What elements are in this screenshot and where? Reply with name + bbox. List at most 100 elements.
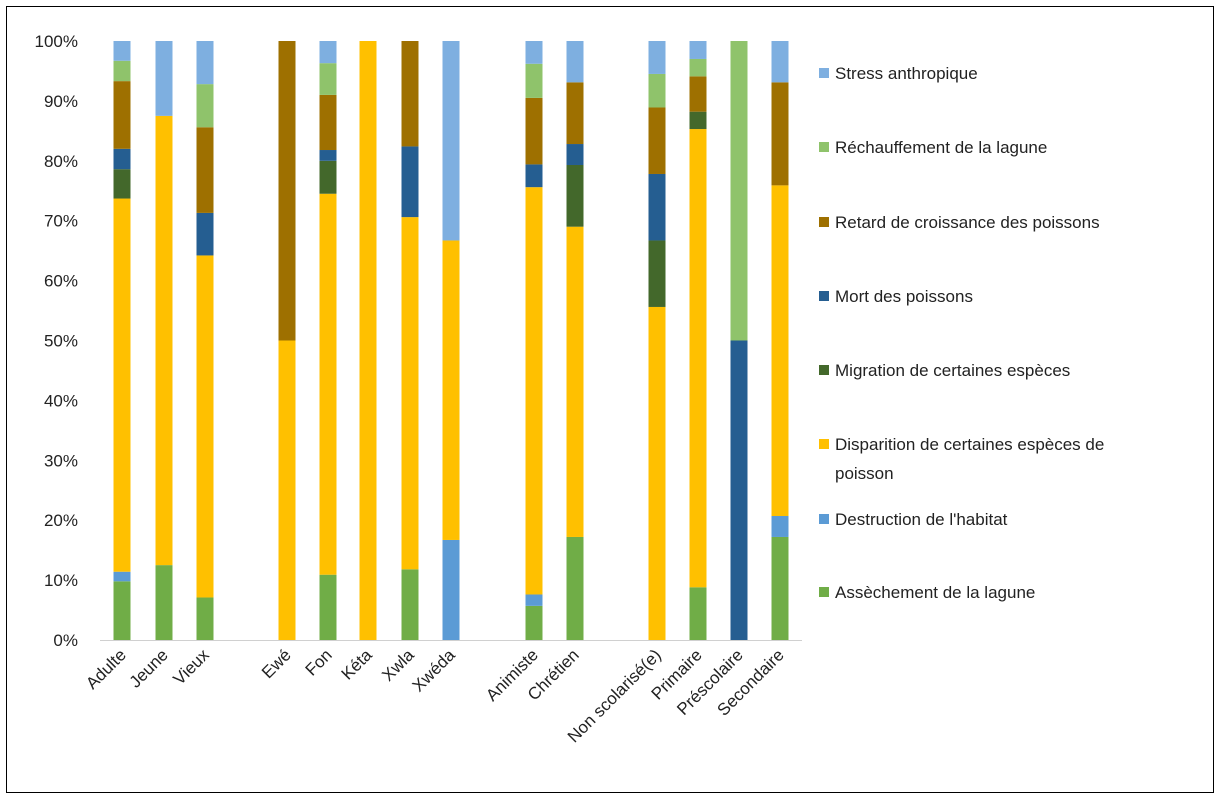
bar-segment xyxy=(401,146,419,218)
legend-swatch xyxy=(819,291,829,301)
bar-segment xyxy=(689,76,707,112)
legend-swatch xyxy=(819,514,829,524)
bar-segment xyxy=(319,574,337,640)
y-tick-label: 40% xyxy=(44,391,78,410)
bar-segment xyxy=(525,97,543,165)
bar-segment xyxy=(689,41,707,59)
y-tick-label: 30% xyxy=(44,451,78,470)
bar-segment xyxy=(319,193,337,575)
bar-segment xyxy=(113,581,131,640)
bar-segment xyxy=(566,164,584,227)
y-tick-label: 0% xyxy=(53,631,78,650)
legend-label: Retard de croissance des poissons xyxy=(835,213,1100,232)
bar-segment xyxy=(648,41,666,74)
bar-segment xyxy=(319,150,337,161)
bar-segment xyxy=(771,185,789,517)
bar-segment xyxy=(319,94,337,151)
y-tick-label: 50% xyxy=(44,332,78,351)
x-tick-label: Jeune xyxy=(126,645,172,691)
bar-segment xyxy=(319,41,337,64)
bar-segment xyxy=(525,594,543,606)
bar-segment xyxy=(566,82,584,145)
bar-segment xyxy=(771,82,789,186)
y-tick-label: 70% xyxy=(44,212,78,231)
legend-swatch xyxy=(819,217,829,227)
bar-segment xyxy=(196,127,214,213)
bar-segment xyxy=(566,226,584,537)
bar-segment xyxy=(525,164,543,188)
x-tick-label: Adulte xyxy=(82,645,130,693)
bar-segment xyxy=(566,536,584,640)
bar-segment xyxy=(525,41,543,64)
legend-label: Destruction de l'habitat xyxy=(835,510,1008,529)
bar-segment xyxy=(566,41,584,83)
y-tick-label: 80% xyxy=(44,152,78,171)
bar-segment xyxy=(689,58,707,77)
y-tick-label: 10% xyxy=(44,571,78,590)
bar-segment xyxy=(689,111,707,130)
bar-segment xyxy=(648,306,666,640)
bar-segment xyxy=(278,340,296,640)
bar-segment xyxy=(401,41,419,147)
bar-segment xyxy=(196,41,214,85)
bar-segment xyxy=(730,41,748,341)
bar-segment xyxy=(771,41,789,83)
bar-segment xyxy=(196,212,214,256)
y-tick-label: 90% xyxy=(44,92,78,111)
bar-segment xyxy=(113,148,131,170)
bars xyxy=(113,41,789,640)
legend-label: Réchauffement de la lagune xyxy=(835,138,1047,157)
legend-swatch xyxy=(819,68,829,78)
bar-segment xyxy=(113,571,131,582)
bar-segment xyxy=(113,41,131,61)
bar-segment xyxy=(771,536,789,640)
legend-swatch xyxy=(819,439,829,449)
x-tick-label: Xwéda xyxy=(409,645,460,696)
bar-segment xyxy=(196,255,214,598)
bar-segment xyxy=(196,597,214,640)
legend-swatch xyxy=(819,365,829,375)
bar-segment xyxy=(278,41,296,341)
legend-label: Mort des poissons xyxy=(835,287,973,306)
legend-label: Migration de certaines espèces xyxy=(835,361,1070,380)
legend-label: Disparition de certaines espèces de xyxy=(835,435,1104,454)
y-axis-labels: 0% 10% 20% 30% 40% 50% 60% 70% 80% 90% 100% xyxy=(35,32,78,650)
bar-segment xyxy=(730,340,748,640)
legend-label: Stress anthropique xyxy=(835,64,978,83)
bar-segment xyxy=(319,63,337,95)
bar-segment xyxy=(648,107,666,174)
legend-swatch xyxy=(819,142,829,152)
bar-segment xyxy=(689,129,707,588)
bar-segment xyxy=(401,569,419,640)
bar-segment xyxy=(442,539,460,640)
x-tick-label: Ewé xyxy=(258,645,295,682)
bar-segment xyxy=(196,84,214,128)
legend-swatch xyxy=(819,587,829,597)
bar-segment xyxy=(155,115,173,566)
bar-segment xyxy=(155,565,173,640)
bar-segment xyxy=(648,73,666,108)
bar-segment xyxy=(525,605,543,640)
bar-segment xyxy=(442,240,460,540)
bar-segment xyxy=(525,63,543,98)
y-tick-label: 20% xyxy=(44,511,78,530)
legend-label: Assèchement de la lagune xyxy=(835,583,1035,602)
bar-segment xyxy=(113,198,131,572)
bar-segment xyxy=(566,144,584,165)
bar-segment xyxy=(359,41,377,640)
bar-segment xyxy=(442,41,460,241)
legend-label-line2: poisson xyxy=(835,464,894,483)
bar-segment xyxy=(319,160,337,194)
bar-segment xyxy=(113,60,131,82)
x-tick-label: Kéta xyxy=(338,645,377,684)
bar-segment xyxy=(113,169,131,199)
bar-segment xyxy=(155,41,173,116)
bar-segment xyxy=(771,516,789,537)
x-tick-label: Fon xyxy=(302,645,336,679)
y-tick-label: 100% xyxy=(35,32,78,51)
bar-segment xyxy=(401,217,419,570)
bar-segment xyxy=(648,173,666,241)
bar-segment xyxy=(525,187,543,595)
x-tick-label: Vieux xyxy=(170,645,214,689)
